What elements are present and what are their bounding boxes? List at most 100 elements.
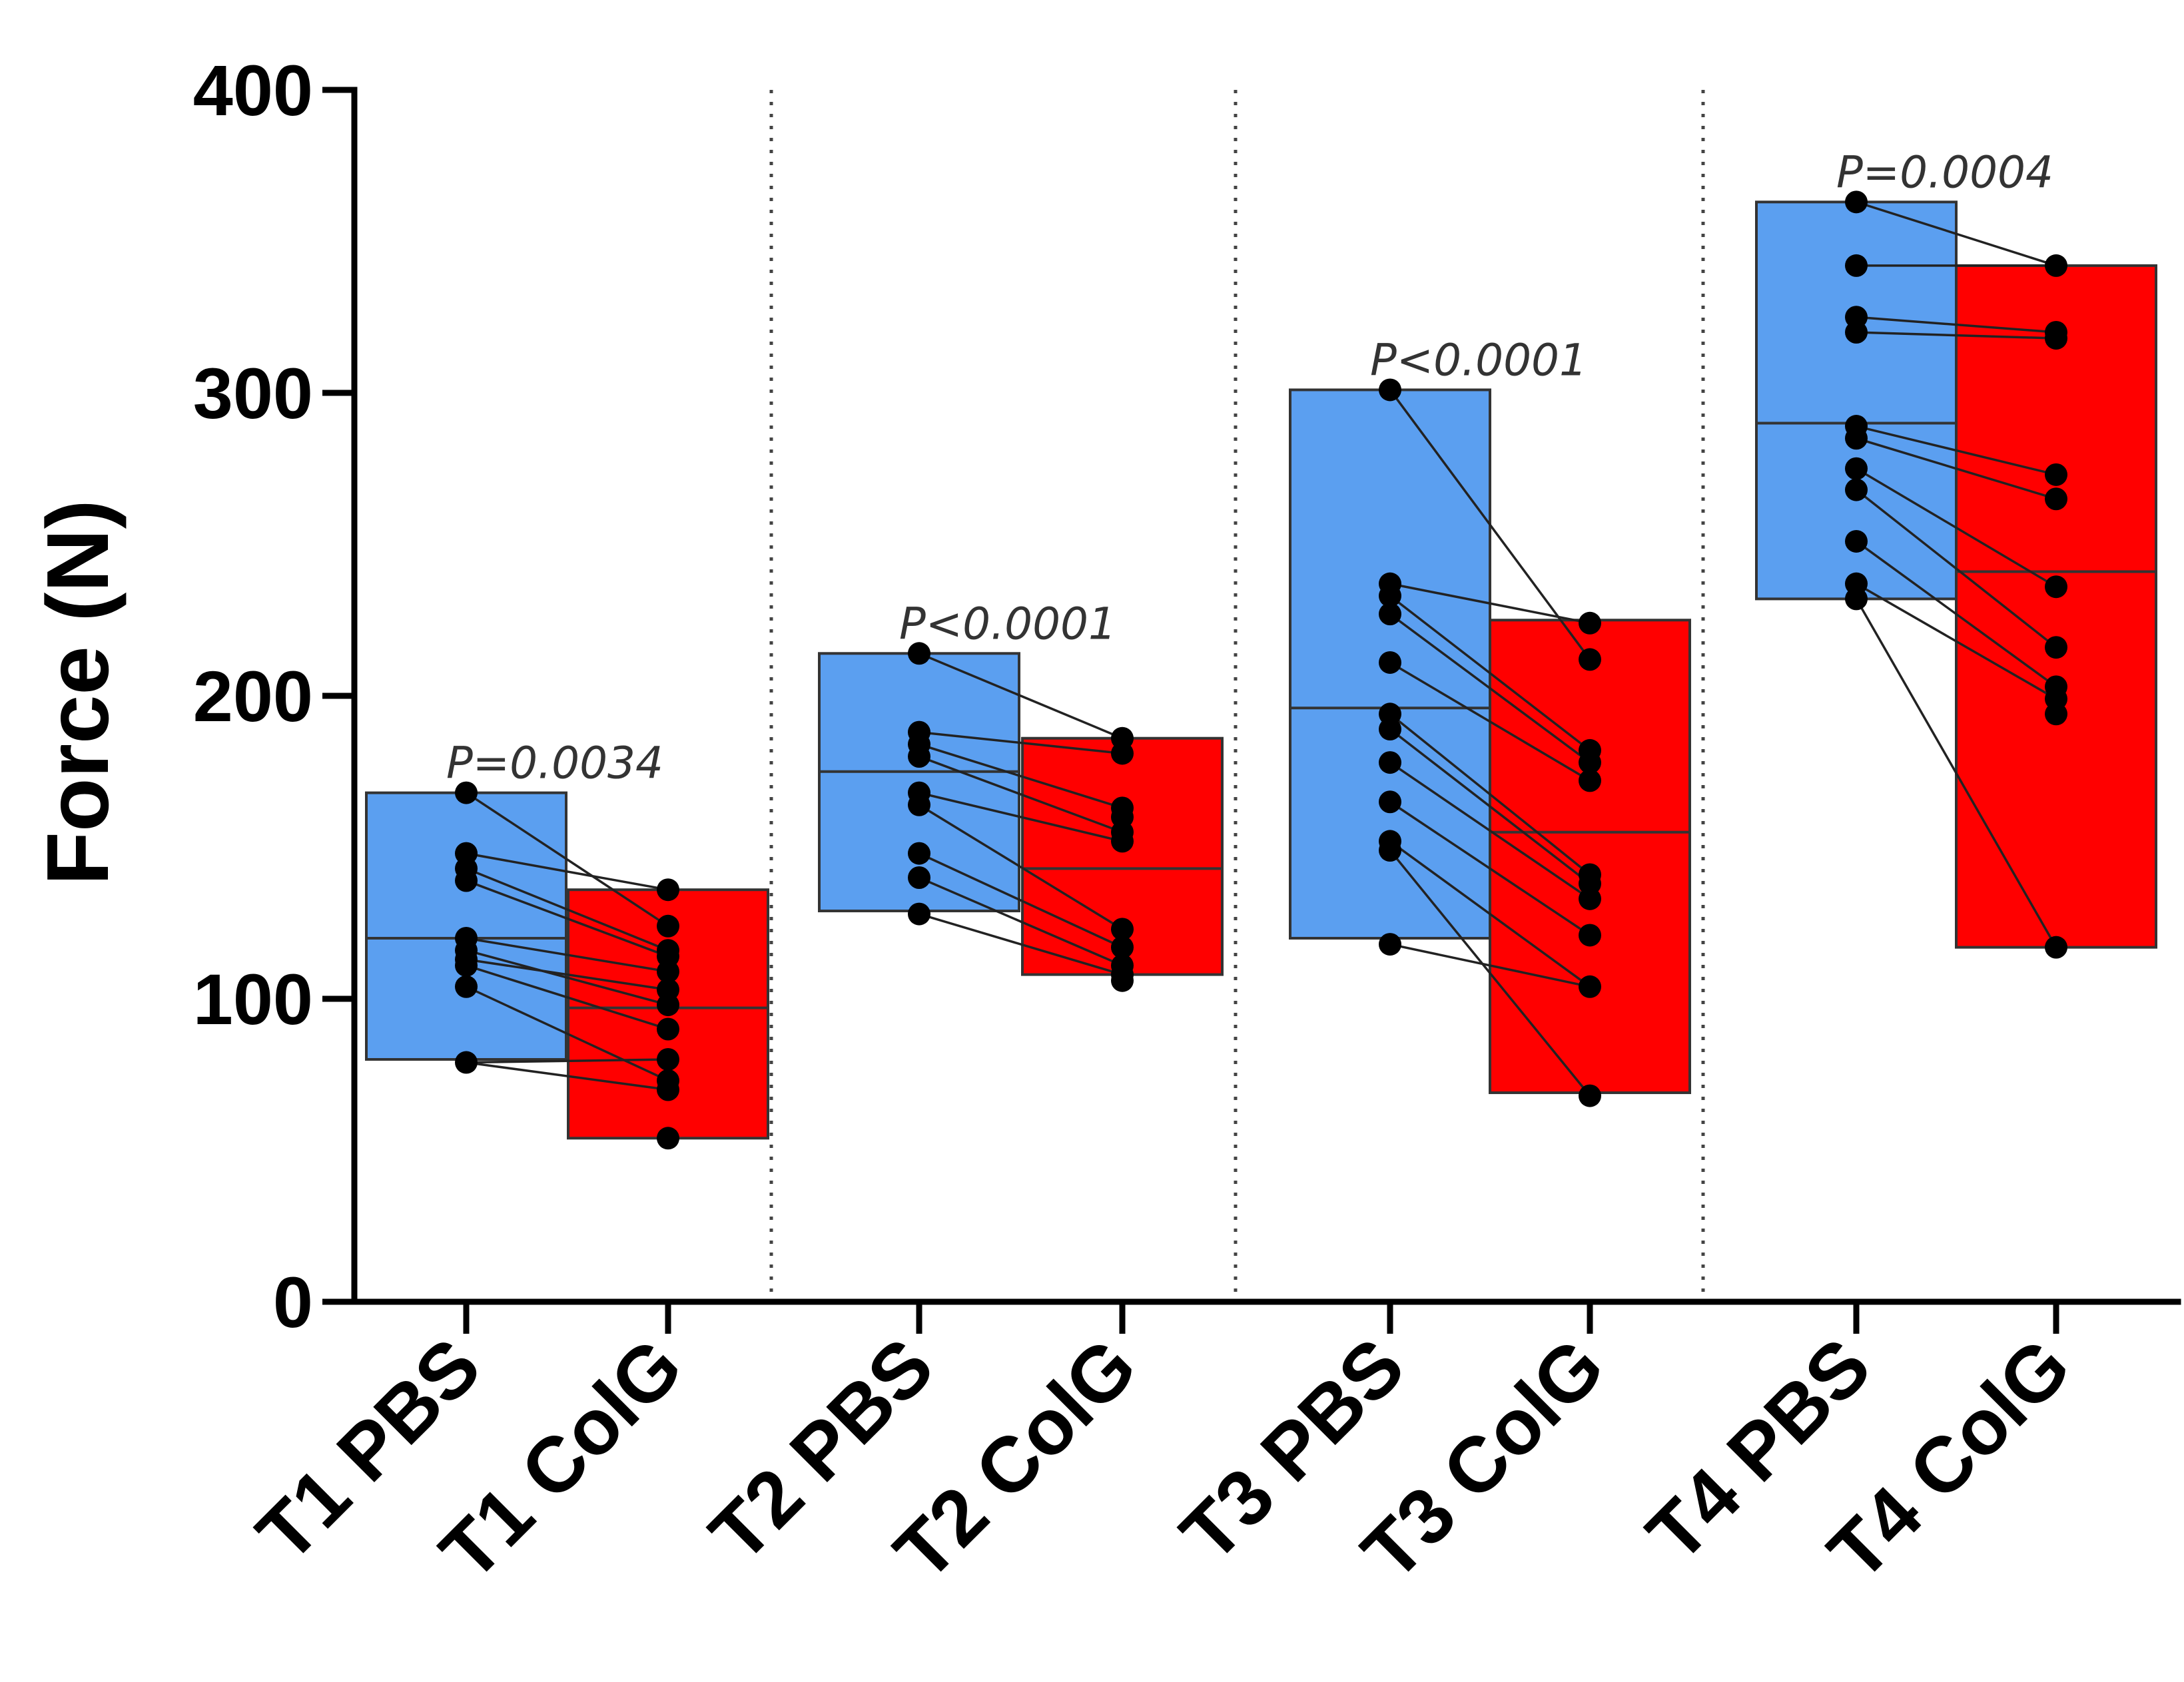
y-tick-label-100: 100 bbox=[193, 959, 313, 1039]
pair-lines bbox=[466, 200, 2057, 1097]
pair-line-t1-2 bbox=[466, 852, 669, 891]
y-tick-label-400: 400 bbox=[193, 50, 313, 131]
pair-line-t4-4 bbox=[1856, 331, 2057, 340]
pair-line-t4-11 bbox=[1855, 598, 2057, 948]
dot-t3-pbs-4 bbox=[1379, 603, 1401, 626]
dot-t2-colg-8 bbox=[1111, 936, 1134, 959]
dot-t4-pbs-2 bbox=[1845, 254, 1868, 277]
pair-line-t2-7 bbox=[918, 852, 1123, 949]
pair-line-t3-11 bbox=[1389, 849, 1591, 1097]
pair-line-t3-8 bbox=[1389, 761, 1591, 900]
dot-t3-colg-10 bbox=[1579, 975, 1601, 998]
dot-t2-pbs-9 bbox=[908, 902, 930, 926]
dot-t1-colg-2 bbox=[657, 914, 679, 938]
p-value-t1: P=0.0034 bbox=[446, 738, 663, 789]
y-tick-label-0: 0 bbox=[273, 1262, 313, 1342]
dot-t1-colg-7 bbox=[657, 993, 679, 1017]
dot-t1-pbs-1 bbox=[455, 781, 478, 804]
dot-t4-colg-11 bbox=[2045, 936, 2067, 959]
dot-t4-colg-6 bbox=[2045, 575, 2067, 599]
dot-t1-colg-1 bbox=[657, 878, 679, 902]
data-points bbox=[455, 190, 2067, 1150]
pair-line-t3-1 bbox=[1389, 389, 1591, 661]
dot-t3-pbs-1 bbox=[1379, 378, 1401, 402]
pair-line-t1-4 bbox=[466, 879, 669, 958]
dot-t4-pbs-1 bbox=[1845, 190, 1868, 214]
pair-line-t4-8 bbox=[1855, 489, 2057, 649]
pair-line-t1-9 bbox=[466, 985, 669, 1082]
axes bbox=[322, 87, 2181, 1334]
pair-line-t4-10 bbox=[1856, 583, 2057, 701]
pair-line-t3-4 bbox=[1389, 613, 1591, 764]
dot-t2-colg-6 bbox=[1111, 830, 1134, 853]
dot-t3-colg-1 bbox=[1579, 611, 1601, 635]
pair-line-t4-1 bbox=[1856, 200, 2057, 267]
dot-t3-colg-5 bbox=[1579, 769, 1601, 792]
pair-line-t3-6 bbox=[1389, 712, 1591, 876]
box-t4-colg bbox=[1955, 264, 2157, 949]
dot-t4-pbs-6 bbox=[1845, 427, 1868, 450]
dot-t2-pbs-7 bbox=[908, 842, 930, 865]
pair-line-t3-2 bbox=[1389, 582, 1591, 625]
dot-t1-pbs-4 bbox=[455, 869, 478, 892]
dot-t2-colg-11 bbox=[1111, 969, 1134, 992]
pair-line-t1-6 bbox=[466, 949, 669, 1006]
dot-t4-pbs-7 bbox=[1845, 457, 1868, 480]
pair-line-t3-7 bbox=[1389, 728, 1591, 885]
dot-t4-pbs-9 bbox=[1845, 529, 1868, 553]
pair-line-t4-3 bbox=[1856, 316, 2057, 334]
dot-t2-pbs-4 bbox=[908, 745, 930, 768]
pair-line-t2-6 bbox=[918, 804, 1123, 930]
boxes bbox=[365, 200, 2157, 1140]
dot-t3-pbs-12 bbox=[1379, 933, 1401, 956]
pair-line-t4-6 bbox=[1856, 437, 2057, 500]
group-dividers bbox=[769, 90, 1705, 1302]
dot-t3-pbs-5 bbox=[1379, 651, 1401, 674]
pair-line-t1-3 bbox=[466, 867, 669, 952]
dot-t3-colg-4 bbox=[1579, 751, 1601, 774]
pair-line-t3-3 bbox=[1389, 595, 1591, 752]
pair-line-t1-11 bbox=[466, 1061, 669, 1091]
dot-t2-pbs-8 bbox=[908, 866, 930, 889]
pair-line-t2-4 bbox=[918, 755, 1123, 834]
dot-t1-colg-12 bbox=[657, 1127, 679, 1150]
dot-t4-colg-4 bbox=[2045, 463, 2067, 486]
dot-t4-colg-3 bbox=[2045, 327, 2067, 350]
dot-t1-colg-11 bbox=[657, 1078, 679, 1101]
pair-line-t2-8 bbox=[918, 876, 1123, 967]
y-axis-label: Force (N) bbox=[29, 499, 127, 885]
dot-t4-pbs-8 bbox=[1845, 478, 1868, 501]
dot-t3-colg-11 bbox=[1579, 1084, 1601, 1107]
pair-line-t1-5 bbox=[466, 937, 669, 973]
pair-line-t4-9 bbox=[1855, 540, 2057, 688]
p-value-t3: P<0.0001 bbox=[1370, 334, 1587, 386]
pair-line-t4-7 bbox=[1856, 467, 2057, 588]
pair-line-t4-5 bbox=[1856, 425, 2057, 476]
dot-t3-pbs-3 bbox=[1379, 584, 1401, 607]
dot-t2-colg-2 bbox=[1111, 742, 1134, 765]
dot-t1-colg-5 bbox=[657, 960, 679, 983]
dot-t4-pbs-4 bbox=[1845, 321, 1868, 344]
p-value-t2: P<0.0001 bbox=[899, 598, 1116, 649]
p-value-t4: P=0.0004 bbox=[1836, 146, 2053, 198]
box-t3-colg bbox=[1489, 619, 1691, 1095]
pair-line-t3-10 bbox=[1389, 840, 1591, 988]
dot-t4-colg-7 bbox=[2045, 636, 2067, 659]
y-tick-label-300: 300 bbox=[193, 353, 313, 433]
dot-t1-pbs-10 bbox=[455, 1051, 478, 1074]
dot-t3-colg-2 bbox=[1579, 648, 1601, 671]
dot-t3-pbs-9 bbox=[1379, 790, 1401, 814]
pair-line-t2-9 bbox=[918, 912, 1123, 976]
pair-line-t2-5 bbox=[918, 791, 1123, 843]
dot-t1-colg-9 bbox=[657, 1048, 679, 1071]
dot-t1-pbs-9 bbox=[455, 975, 478, 998]
pair-line-t1-8 bbox=[466, 964, 669, 1031]
dot-t4-colg-1 bbox=[2045, 254, 2067, 277]
pair-line-t1-1 bbox=[466, 792, 669, 928]
dot-t1-pbs-8 bbox=[455, 954, 478, 977]
y-tick-label-200: 200 bbox=[193, 656, 313, 736]
pair-line-t1-10 bbox=[466, 1058, 669, 1064]
pair-line-t2-2 bbox=[918, 730, 1123, 755]
dot-t4-colg-5 bbox=[2045, 487, 2067, 511]
